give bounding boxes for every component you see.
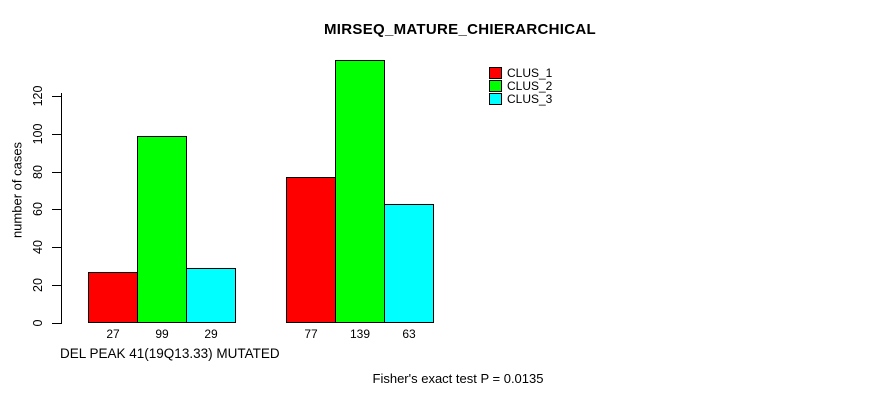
legend-label: CLUS_3 bbox=[507, 91, 553, 106]
bar-clus_2-group1 bbox=[137, 135, 187, 323]
y-axis-tick bbox=[52, 171, 62, 173]
bar-clus_2-group2 bbox=[335, 59, 385, 323]
bar-value-label: 27 bbox=[106, 327, 120, 341]
legend-swatch-clus_2 bbox=[489, 79, 502, 92]
legend-row: CLUS_1 bbox=[489, 65, 553, 80]
y-axis-tick-label: 60 bbox=[31, 202, 45, 217]
bar-value-label: 99 bbox=[155, 327, 169, 341]
legend-row: CLUS_3 bbox=[489, 91, 553, 106]
bar-clus_1-group1 bbox=[88, 271, 138, 323]
y-axis-tick-label: 80 bbox=[31, 164, 45, 179]
legend-swatch-clus_3 bbox=[489, 92, 502, 105]
bar-value-label: 63 bbox=[402, 327, 416, 341]
bar-value-label: 139 bbox=[349, 327, 371, 341]
y-axis-tick bbox=[52, 133, 62, 135]
y-axis-tick-label: 20 bbox=[31, 278, 45, 293]
stat-annotation: Fisher's exact test P = 0.0135 bbox=[372, 371, 544, 386]
y-axis-tick-label: 40 bbox=[31, 240, 45, 255]
legend-swatch-clus_1 bbox=[489, 66, 502, 79]
y-axis-line bbox=[61, 93, 62, 324]
bar-clus_3-group2 bbox=[384, 203, 434, 323]
bar-value-label: 77 bbox=[304, 327, 318, 341]
legend-row: CLUS_2 bbox=[489, 78, 553, 93]
y-axis-tick-label: 0 bbox=[31, 319, 45, 327]
y-axis-tick-label: 100 bbox=[31, 123, 45, 145]
bar-clus_1-group2 bbox=[286, 177, 336, 323]
y-axis-tick bbox=[52, 209, 62, 211]
y-axis-tick bbox=[52, 323, 62, 324]
legend-label: CLUS_1 bbox=[507, 65, 553, 80]
y-axis-tick bbox=[52, 247, 62, 249]
legend-label: CLUS_2 bbox=[507, 78, 553, 93]
y-axis-tick bbox=[52, 95, 62, 97]
bar-value-label: 29 bbox=[204, 327, 218, 341]
bar-clus_3-group1 bbox=[186, 268, 236, 323]
y-axis-tick bbox=[52, 285, 62, 287]
x-axis-group-label: DEL PEAK 41(19Q13.33) MUTATED bbox=[60, 346, 280, 361]
legend: CLUS_1 CLUS_2 CLUS_3 bbox=[489, 65, 553, 106]
chart-title: MIRSEQ_MATURE_CHIERARCHICAL bbox=[324, 21, 596, 38]
y-axis-tick-label: 120 bbox=[31, 85, 45, 107]
